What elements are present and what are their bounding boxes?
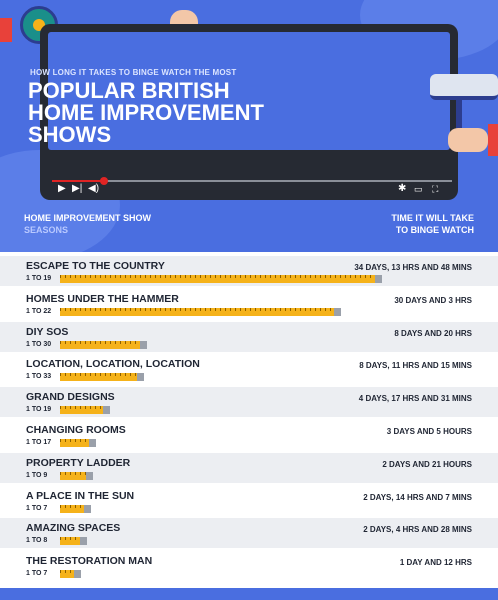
seasons-label: 1 TO 22	[26, 307, 52, 315]
duration-label: 3 DAYS AND 5 HOURS	[386, 427, 472, 436]
show-name: A PLACE IN THE SUN	[26, 489, 135, 502]
header-banner: HOW LONG IT TAKES TO BINGE WATCH THE MOS…	[0, 0, 498, 252]
show-name: PROPERTY LADDER	[26, 456, 131, 469]
duration-bar-end	[79, 537, 87, 546]
column-time-label: TO BINGE WATCH	[395, 225, 474, 235]
duration-bar-end	[103, 406, 111, 415]
show-name: AMAZING SPACES	[26, 522, 121, 535]
chart-row: A PLACE IN THE SUN 1 TO 7 2 DAYS, 14 HRS A…	[0, 486, 498, 516]
duration-label: 2 DAYS, 14 HRS AND 7 MINS	[363, 492, 472, 502]
video-player	[40, 24, 458, 200]
show-name: THE RESTORATION MAN	[26, 555, 153, 568]
chart-row: AMAZING SPACES 1 TO 8 2 DAYS, 4 HRS AND 28…	[0, 518, 498, 549]
duration-bar	[60, 570, 74, 579]
settings-icon[interactable]: ✱	[398, 183, 407, 194]
duration-label: 8 DAYS AND 20 HRS	[394, 328, 472, 338]
duration-bar	[60, 504, 84, 513]
title-line: HOME IMPROVEMENT	[28, 100, 264, 125]
duration-bar-end	[83, 504, 91, 513]
title-line: POPULAR BRITISH	[28, 78, 230, 103]
duration-bar	[60, 406, 104, 415]
duration-bar	[60, 471, 87, 480]
chart-row: PROPERTY LADDER 1 TO 9 2 DAYS AND 21 HOURS	[0, 452, 498, 483]
seasons-label: 1 TO 19	[26, 275, 52, 282]
page-title: POPULAR BRITISH HOME IMPROVEMENT SHOWS	[28, 80, 348, 146]
seasons-label: 1 TO 19	[26, 406, 52, 414]
paint-roller-icon	[430, 74, 498, 100]
duration-label: 2 DAYS, 4 HRS AND 28 MINS	[363, 525, 472, 535]
seasons-label: 1 TO 30	[26, 340, 52, 348]
video-progress-handle[interactable]	[100, 177, 108, 185]
seasons-label: 1 TO 33	[26, 373, 52, 381]
skip-icon[interactable]: ▶|	[72, 183, 83, 194]
volume-icon[interactable]: ◀)	[88, 183, 100, 194]
video-screen	[48, 32, 450, 150]
duration-bar	[60, 537, 80, 546]
column-header-show: HOME IMPROVEMENT SHOW SEASONS	[24, 212, 151, 236]
duration-bar	[60, 307, 335, 316]
duration-bar-end	[334, 307, 342, 316]
show-name: ESCAPE TO THE COUNTRY	[26, 260, 165, 272]
show-name: GRAND DESIGNS	[26, 391, 115, 404]
chart-row: THE RESTORATION MAN 1 TO 7 1 DAY AND 12 HR…	[0, 551, 498, 581]
show-name: DIY SOS	[26, 325, 69, 338]
duration-bar-end	[140, 340, 148, 349]
column-seasons-label: SEASONS	[24, 225, 69, 235]
video-progress-bar[interactable]	[52, 177, 452, 185]
duration-bar	[60, 373, 138, 382]
footer-bar	[0, 588, 498, 600]
duration-label: 30 DAYS AND 3 HRS	[394, 295, 472, 305]
chart-row: CHANGING ROOMS 1 TO 17 3 DAYS AND 5 HOURS	[0, 420, 498, 450]
duration-label: 34 DAYS, 13 HRS AND 48 MINS	[354, 263, 472, 272]
seasons-label: 1 TO 7	[26, 504, 48, 512]
play-icon[interactable]: ▶	[58, 183, 66, 194]
chart-row: GRAND DESIGNS 1 TO 19 4 DAYS, 17 HRS AND 3…	[0, 387, 498, 418]
sleeve-cuff-left	[0, 18, 12, 42]
fullscreen-icon[interactable]: ⛶	[432, 184, 439, 194]
duration-label: 2 DAYS AND 21 HOURS	[382, 459, 472, 469]
title-line: SHOWS	[28, 122, 112, 147]
video-progress-fill	[52, 180, 104, 182]
column-header-time: TIME IT WILL TAKE TO BINGE WATCH	[391, 212, 474, 236]
show-name: LOCATION, LOCATION, LOCATION	[26, 358, 200, 371]
chart-row: HOMES UNDER THE HAMMER 1 TO 22 30 DAYS AND…	[0, 289, 498, 319]
duration-label: 1 DAY AND 12 HRS	[399, 558, 472, 568]
chart-row: DIY SOS 1 TO 30 8 DAYS AND 20 HRS	[0, 321, 498, 352]
show-name: CHANGING ROOMS	[26, 424, 126, 436]
duration-bar	[60, 439, 90, 447]
duration-label: 8 DAYS, 11 HRS AND 15 MINS	[359, 361, 472, 371]
seasons-label: 1 TO 9	[26, 471, 48, 479]
seasons-label: 1 TO 8	[26, 537, 48, 545]
duration-bar-end	[86, 471, 94, 480]
duration-bar	[60, 275, 375, 283]
chart-row: LOCATION, LOCATION, LOCATION 1 TO 33 8 DAY…	[0, 354, 498, 384]
show-name: HOMES UNDER THE HAMMER	[26, 292, 179, 305]
duration-bar-end	[89, 439, 97, 447]
duration-label: 4 DAYS, 17 HRS AND 31 MINS	[358, 394, 472, 404]
duration-bar-end	[73, 570, 81, 579]
hand-right-icon	[448, 128, 488, 152]
chart-row: ESCAPE TO THE COUNTRY 1 TO 19 34 DAYS, 13 …	[0, 256, 498, 286]
sleeve-cuff-right	[488, 124, 498, 156]
seasons-label: 1 TO 17	[26, 439, 52, 446]
duration-bar-end	[375, 275, 382, 283]
header-subtitle: HOW LONG IT TAKES TO BINGE WATCH THE MOS…	[30, 68, 237, 77]
column-time-label: TIME IT WILL TAKE	[391, 213, 474, 223]
miniplayer-icon[interactable]: ▭	[414, 184, 423, 194]
column-show-label: HOME IMPROVEMENT SHOW	[24, 213, 152, 223]
duration-bar	[60, 340, 141, 349]
seasons-label: 1 TO 7	[26, 570, 48, 578]
paint-roller-handle	[456, 96, 462, 146]
duration-bar-end	[137, 373, 145, 382]
